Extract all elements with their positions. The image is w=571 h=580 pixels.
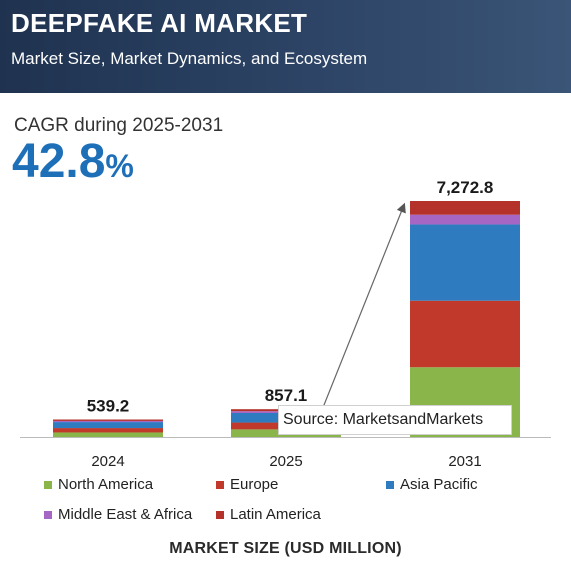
legend-asia-pacific: Asia Pacific bbox=[386, 476, 478, 493]
bar-2024-latin-america bbox=[53, 419, 163, 421]
growth-arrow bbox=[321, 202, 406, 411]
source-note: Source: MarketsandMarkets bbox=[278, 405, 512, 435]
x-axis-title: MARKET SIZE (USD MILLION) bbox=[169, 540, 402, 557]
legend-swatch-middle-east-africa bbox=[44, 510, 52, 519]
cagr-number: 42.8 bbox=[12, 135, 106, 188]
legend-label-europe: Europe bbox=[230, 476, 279, 493]
total-label-2031: 7,272.8 bbox=[437, 178, 494, 197]
cagr-value: 42.8% bbox=[12, 135, 134, 189]
x-tick-2031: 2031 bbox=[448, 453, 481, 470]
cagr-unit: % bbox=[105, 148, 134, 184]
page-subtitle: Market Size, Market Dynamics, and Ecosys… bbox=[11, 49, 368, 68]
legend-label-north-america: North America bbox=[58, 476, 154, 493]
x-tick-2025: 2025 bbox=[269, 453, 302, 470]
bar-2031-europe bbox=[410, 300, 520, 368]
legend-swatch-europe bbox=[216, 480, 224, 489]
bar-2024-asia-pacific bbox=[53, 422, 163, 429]
total-label-2025: 857.1 bbox=[265, 386, 308, 405]
legend-swatch-asia-pacific bbox=[386, 480, 394, 489]
header-banner: DEEPFAKE AI MARKET Market Size, Market D… bbox=[0, 0, 571, 93]
bar-2024-europe bbox=[53, 428, 163, 433]
bar-2031-latin-america bbox=[410, 201, 520, 215]
legend-north-america: North America bbox=[44, 476, 153, 493]
legend-middle-east-africa: Middle East & Africa bbox=[44, 506, 192, 523]
legend-swatch-latin-america bbox=[216, 510, 224, 519]
total-label-2024: 539.2 bbox=[87, 397, 130, 416]
cagr-label: CAGR during 2025-2031 bbox=[14, 115, 224, 136]
legend-label-middle-east-africa: Middle East & Africa bbox=[58, 506, 193, 523]
bar-2024-middle-east-africa bbox=[53, 420, 163, 423]
bar-2024-north-america bbox=[53, 432, 163, 437]
legend-label-latin-america: Latin America bbox=[230, 506, 321, 523]
page-title: DEEPFAKE AI MARKET bbox=[11, 8, 308, 38]
bar-2031-asia-pacific bbox=[410, 224, 520, 301]
x-tick-2024: 2024 bbox=[91, 453, 124, 470]
bar-2031-middle-east-africa bbox=[410, 214, 520, 225]
legend-swatch-north-america bbox=[44, 480, 52, 489]
legend-label-asia-pacific: Asia Pacific bbox=[400, 476, 478, 493]
legend-europe: Europe bbox=[216, 476, 278, 493]
legend-latin-america: Latin America bbox=[216, 506, 321, 523]
